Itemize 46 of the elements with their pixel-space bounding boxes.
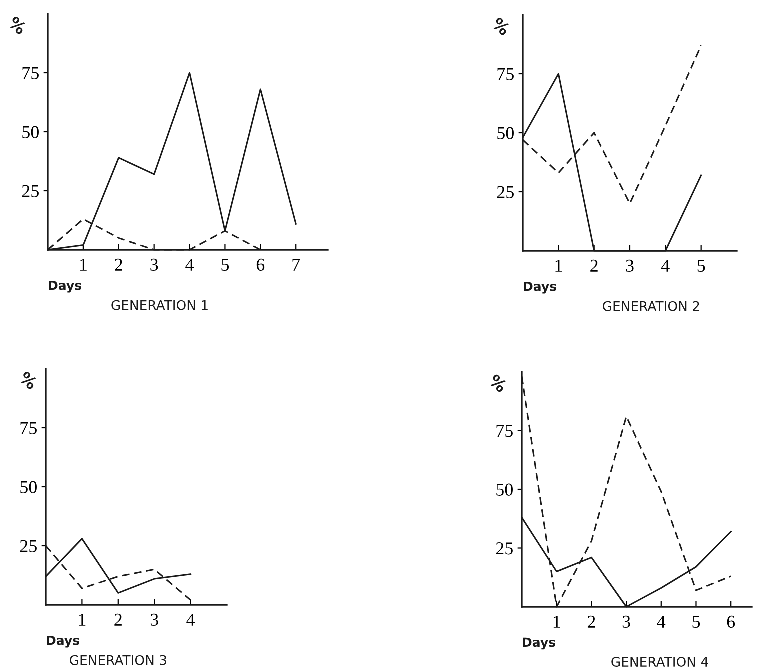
y-tick-label: 50 [22, 126, 39, 138]
text: GENERATION 4 [612, 657, 708, 668]
y-tick-label: 50 [498, 127, 514, 140]
y-axis-title: % [8, 16, 28, 36]
x-tick-label: 4 [186, 614, 196, 626]
x-tick-label: 3 [150, 614, 158, 626]
y-tick-label: 75 [20, 422, 37, 434]
x-tick-label: 1 [80, 258, 87, 271]
x-tick-label: 5 [692, 616, 700, 628]
x-tick-label: 3 [150, 258, 158, 272]
y-tick-label: 50 [496, 484, 513, 496]
text: GENERATION 3 [70, 655, 166, 666]
y-tick-label: 25 [497, 186, 514, 198]
x-tick-label: 1 [554, 616, 560, 628]
x-tick-label: 6 [256, 258, 265, 272]
x-tick-label: 4 [186, 258, 194, 271]
x-tick-label: 5 [698, 260, 706, 272]
x-tick-label: 3 [622, 616, 630, 628]
x-axis-title: Days [47, 636, 80, 648]
x-tick-label: 1 [79, 614, 86, 626]
x-axis-title: Days [523, 638, 556, 650]
x-tick-label: 2 [590, 260, 598, 272]
x-tick-label: 3 [626, 260, 634, 272]
x-tick-label: 2 [588, 616, 596, 628]
x-tick-label: 4 [662, 260, 670, 272]
x-tick-label: 5 [222, 259, 230, 272]
x-tick-label: 7 [292, 259, 300, 271]
y-tick-label: 75 [498, 68, 514, 80]
text: GENERATION 2 [603, 301, 700, 312]
y-tick-label: 25 [20, 540, 37, 552]
x-tick-label: 6 [727, 616, 736, 628]
x-tick-label: 4 [657, 616, 666, 628]
y-tick-label: 50 [20, 481, 37, 494]
x-tick-label: 2 [114, 614, 122, 626]
y-axis-title: % [488, 374, 508, 394]
y-tick-label: 75 [22, 67, 39, 80]
y-tick-label: 25 [496, 542, 513, 555]
y-tick-label: 75 [496, 425, 513, 438]
x-tick-label: 2 [115, 258, 122, 271]
y-axis-title: % [18, 370, 39, 390]
x-axis-title: Days [524, 282, 556, 294]
y-tick-label: 25 [22, 185, 39, 198]
y-axis-title: % [491, 16, 512, 36]
text: GENERATION 1 [112, 300, 208, 310]
x-axis-title: Days [49, 280, 82, 293]
x-tick-label: 1 [556, 260, 562, 272]
